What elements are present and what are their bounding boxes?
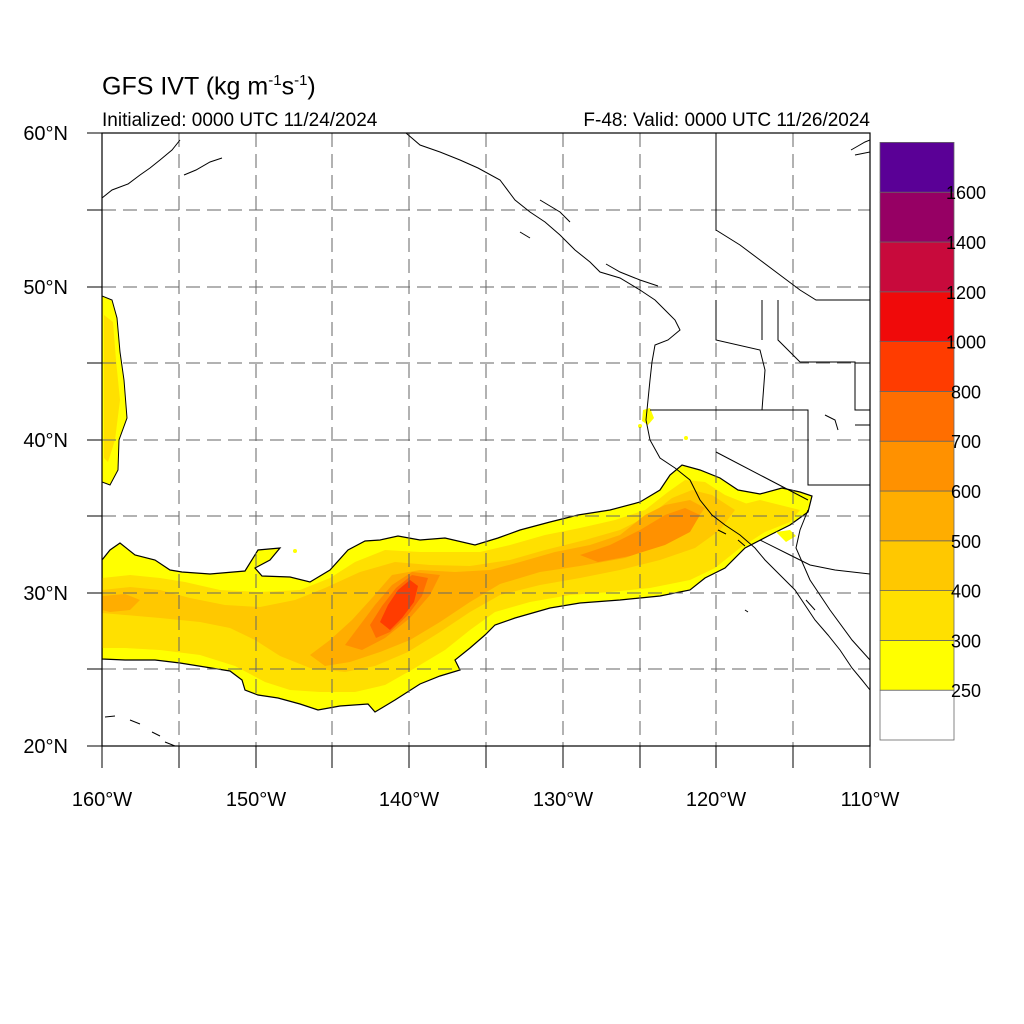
lon-label: 150°W xyxy=(226,789,286,811)
coastlines xyxy=(102,133,870,746)
colorbar-label: 1400 xyxy=(946,233,986,253)
colorbar-label: 1200 xyxy=(946,283,986,303)
colorbar-label: 700 xyxy=(951,432,981,452)
lat-label: 40°N xyxy=(23,430,68,452)
colorbar-label: 1000 xyxy=(946,333,986,353)
colorbar-label: 300 xyxy=(951,631,981,651)
colorbar-swatch xyxy=(879,440,955,492)
colorbar-swatch xyxy=(879,640,955,691)
graticule xyxy=(102,133,870,746)
ivt-shading xyxy=(102,295,813,713)
lon-label: 130°W xyxy=(533,789,593,811)
lon-labels: 160°W 150°W 140°W 130°W 120°W 110°W xyxy=(72,789,900,811)
colorbar-swatch xyxy=(879,540,955,591)
lon-label: 110°W xyxy=(841,789,900,811)
colorbar-label: 250 xyxy=(951,681,981,701)
colorbar-swatch xyxy=(879,241,955,293)
axis-ticks xyxy=(87,132,871,768)
colorbar-swatch xyxy=(879,291,955,342)
lat-label: 30°N xyxy=(23,583,68,605)
lat-labels: 60°N 50°N 40°N 30°N 20°N xyxy=(23,123,68,758)
colorbar: 250 300 400 500 600 700 800 1000 1200 1400 1600 xyxy=(879,141,986,741)
lon-label: 120°W xyxy=(686,789,746,811)
colorbar-label: 400 xyxy=(951,582,981,602)
map-title: GFS IVT (kg m-1s-1) xyxy=(102,72,316,101)
colorbar-swatch xyxy=(879,490,955,542)
colorbar-swatch xyxy=(879,390,955,442)
lat-label: 20°N xyxy=(23,736,68,758)
lat-label: 50°N xyxy=(23,277,68,299)
colorbar-label: 800 xyxy=(951,382,981,402)
colorbar-swatch xyxy=(879,141,955,193)
lat-label: 60°N xyxy=(23,123,68,145)
colorbar-swatch xyxy=(879,341,955,392)
colorbar-label: 500 xyxy=(951,532,981,552)
colorbar-label: 600 xyxy=(951,482,981,502)
valid-time: F-48: Valid: 0000 UTC 11/26/2024 xyxy=(583,110,870,131)
colorbar-swatch xyxy=(879,689,955,741)
colorbar-label: 1600 xyxy=(946,183,986,203)
lon-label: 140°W xyxy=(379,789,439,811)
initialized-time: Initialized: 0000 UTC 11/24/2024 xyxy=(102,110,378,131)
colorbar-swatch xyxy=(879,191,955,243)
colorbar-swatch xyxy=(879,590,955,641)
lon-label: 160°W xyxy=(72,789,132,811)
